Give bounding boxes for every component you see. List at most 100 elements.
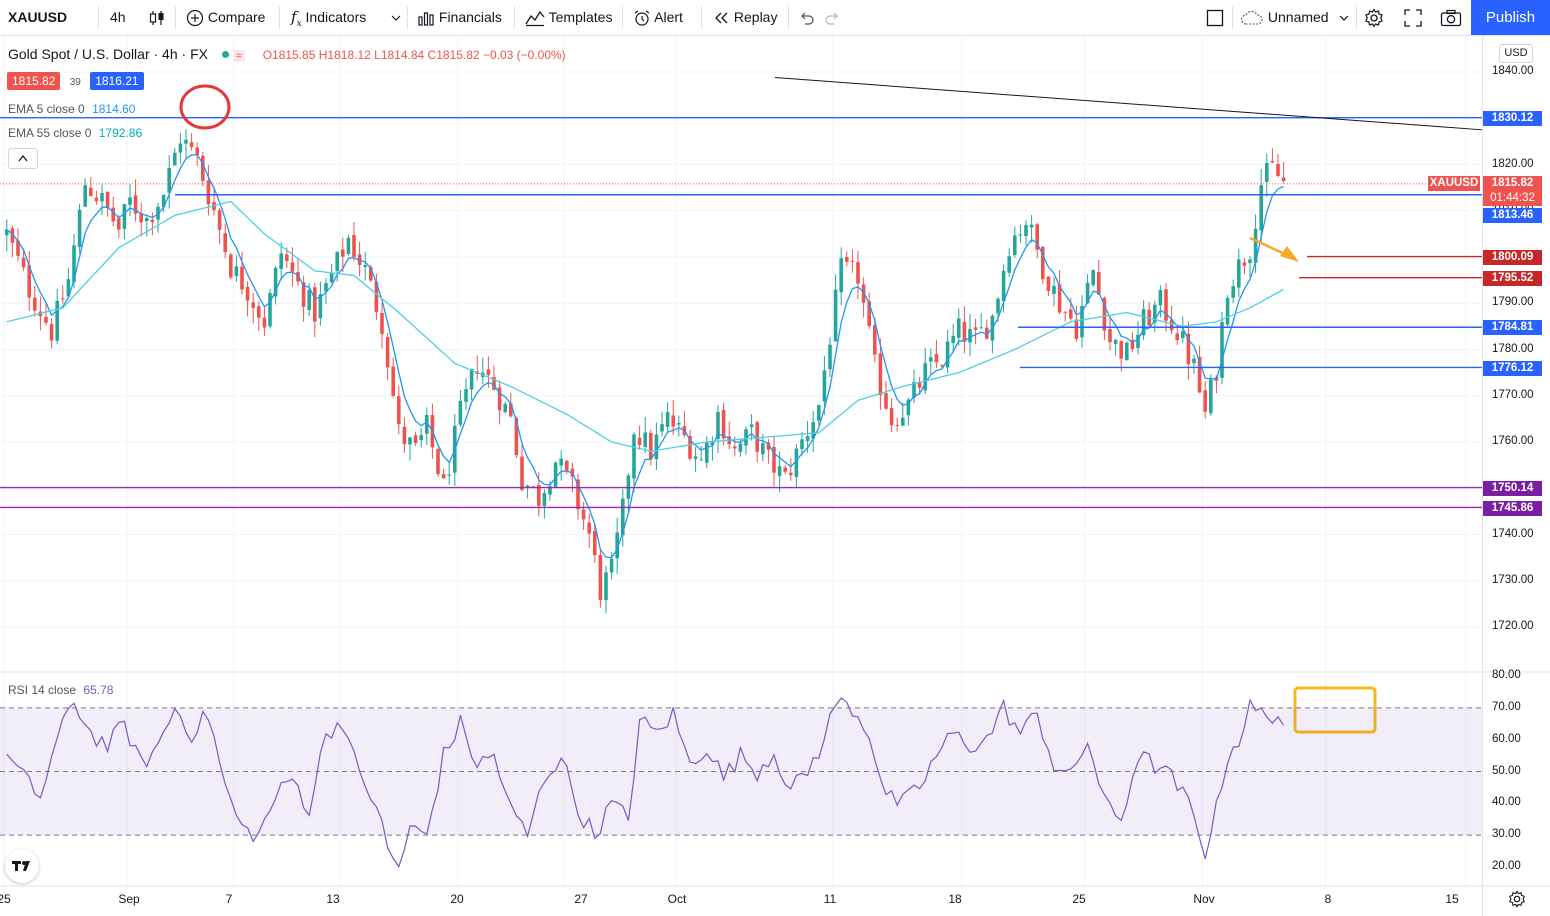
rsi-tick-label: 50.00 — [1492, 764, 1521, 777]
toolbar-divider — [1356, 6, 1357, 29]
candle-body — [1130, 339, 1135, 349]
price-tick-label: 1820.00 — [1492, 157, 1534, 170]
chart-legend: Gold Spot / U.S. Dollar · 4h · FX ≈ O181… — [8, 46, 566, 62]
candle-body — [733, 446, 737, 449]
symbol-search-button[interactable]: XAUUSD — [8, 9, 68, 25]
ohlc-low: L1814.84 — [374, 48, 425, 62]
candle-body — [979, 327, 983, 329]
replay-button[interactable]: Replay — [712, 0, 777, 35]
indicators-button[interactable]: fx Indicators — [291, 0, 366, 35]
candle-body — [615, 532, 619, 559]
candle-body — [1192, 358, 1196, 364]
publish-button[interactable]: Publish — [1471, 0, 1550, 35]
collapse-legend-button[interactable] — [8, 148, 38, 169]
time-tick-label: Oct — [667, 892, 687, 906]
settings-button[interactable] — [1364, 0, 1384, 35]
candle-body — [335, 251, 339, 272]
candle-body — [329, 272, 334, 283]
candle-body — [380, 313, 384, 334]
candle-body — [576, 479, 580, 510]
chart-canvas[interactable] — [0, 36, 1550, 916]
annotation-arrow-head — [1280, 246, 1299, 262]
tradingview-logo[interactable] — [5, 849, 39, 883]
ema55-value: 1792.86 — [98, 126, 143, 140]
drawing-toggle-button[interactable] — [1206, 0, 1224, 35]
compare-label: Compare — [207, 9, 266, 25]
candle-body — [559, 458, 563, 466]
candle-body — [1164, 289, 1168, 321]
templates-button[interactable]: Templates — [525, 0, 612, 35]
candle-body — [139, 213, 143, 223]
toolbar-divider — [407, 6, 408, 29]
candle-body — [1270, 161, 1275, 163]
rsi-line — [6, 697, 1285, 868]
chart-type-button[interactable] — [148, 0, 166, 35]
candle-body — [201, 155, 205, 181]
candle-body — [699, 459, 703, 461]
compare-button[interactable]: Compare — [186, 0, 265, 35]
ema5-line — [6, 154, 1284, 559]
candle-body — [341, 249, 345, 257]
candle-body — [548, 486, 552, 495]
financials-button[interactable]: Financials — [417, 0, 502, 35]
candle-body — [817, 405, 821, 421]
candle-body — [811, 422, 815, 439]
candle-body — [766, 442, 771, 450]
candle-body — [1237, 259, 1241, 288]
candle-body — [912, 382, 916, 398]
candle-body — [301, 282, 306, 307]
price-tick-label: 1760.00 — [1492, 435, 1534, 447]
axis-settings-button[interactable] — [1508, 890, 1526, 913]
price-tick-label: 1780.00 — [1492, 342, 1534, 355]
fullscreen-button[interactable] — [1404, 0, 1422, 35]
candle-body — [1158, 289, 1163, 306]
undo-icon — [801, 12, 814, 25]
candle-body — [845, 257, 849, 262]
candle-body — [839, 258, 843, 293]
gear-icon — [1509, 890, 1525, 908]
candle-body — [61, 298, 65, 300]
layout-name-button[interactable]: Unnamed — [1240, 0, 1329, 35]
sell-price-button[interactable]: 1815.82 — [7, 72, 61, 90]
symbol-title[interactable]: Gold Spot / U.S. Dollar · 4h · FX — [8, 46, 208, 62]
candle-body — [1013, 235, 1017, 256]
ohlc-high: H1818.12 — [318, 48, 371, 62]
candle-body — [111, 207, 115, 222]
candle-body — [1197, 356, 1202, 393]
candle-body — [458, 400, 463, 425]
candle-body — [1119, 341, 1123, 359]
alert-button[interactable]: Alert — [633, 0, 683, 35]
layout-menu-button[interactable] — [1338, 0, 1350, 35]
indicators-menu-button[interactable] — [390, 0, 402, 35]
function-icon: fx — [291, 8, 302, 29]
currency-button[interactable]: USD — [1499, 44, 1533, 63]
candle-body — [245, 286, 250, 301]
candle-body — [1169, 319, 1174, 331]
candle-body — [1029, 224, 1034, 228]
time-tick-label: 7 — [225, 892, 233, 906]
buy-price-button[interactable]: 1816.21 — [90, 72, 144, 90]
candle-body — [738, 443, 743, 452]
candle-body — [593, 530, 597, 556]
undo-button[interactable] — [797, 0, 815, 35]
ema5-legend[interactable]: EMA 5 close 0 1814.60 — [8, 102, 135, 116]
bar-countdown: 01:44:32 — [1490, 192, 1535, 204]
price-tick-label: 1730.00 — [1492, 573, 1534, 586]
snapshot-button[interactable] — [1440, 0, 1462, 35]
ema55-legend[interactable]: EMA 55 close 0 1792.86 — [8, 126, 142, 140]
toolbar-divider — [175, 6, 176, 29]
candle-body — [693, 456, 698, 460]
candle-body — [856, 262, 860, 284]
interval-button[interactable]: 4h — [110, 9, 126, 25]
candle-body — [609, 558, 614, 573]
candle-body — [1108, 329, 1112, 343]
candle-body — [72, 245, 76, 282]
candle-body — [447, 474, 451, 476]
redo-button[interactable] — [824, 0, 842, 35]
candle-body — [1125, 342, 1129, 361]
candle-body — [441, 474, 446, 479]
candle-body — [1225, 298, 1230, 325]
candle-body — [923, 363, 927, 391]
rsi-legend[interactable]: RSI 14 close 65.78 — [8, 683, 113, 697]
candle-body — [486, 369, 491, 376]
